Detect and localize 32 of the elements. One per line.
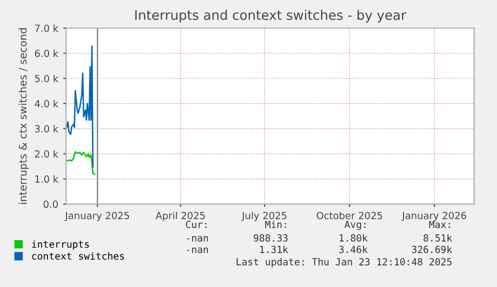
text: 326.69k bbox=[412, 246, 452, 254]
text: Avg: bbox=[344, 220, 366, 230]
y-tick-label: 5.0 k bbox=[35, 74, 58, 82]
text: Cur: bbox=[186, 220, 206, 228]
text: Min: bbox=[265, 220, 286, 228]
x-tick-label: July 2025 bbox=[241, 212, 286, 222]
y-tick-label: 6.0 k bbox=[34, 50, 58, 58]
text: 1.31k bbox=[260, 246, 288, 254]
legend-label: interrupts bbox=[32, 240, 89, 250]
x-tick-label: October 2025 bbox=[316, 212, 382, 220]
x-tick-label: January 2025 bbox=[64, 212, 129, 222]
y-tick-label: 1.0 k bbox=[35, 175, 58, 183]
text: 1.80k bbox=[340, 234, 368, 242]
x-tick-label: January 2026 bbox=[402, 212, 466, 222]
line-series bbox=[66, 151, 96, 175]
text: 3.46k bbox=[339, 246, 368, 254]
chart-title: Interrupts and context switches - by year bbox=[135, 10, 406, 23]
y-tick-label: 2.0 k bbox=[34, 150, 58, 158]
line-series bbox=[66, 46, 94, 168]
text: 8.51k bbox=[424, 234, 452, 242]
text: Max: bbox=[429, 220, 450, 228]
x-tick-label: April 2025 bbox=[156, 212, 205, 222]
text: Last update: Thu Jan 23 12:10:48 2025 bbox=[236, 258, 452, 268]
text: -nan bbox=[187, 236, 208, 242]
legend-label: context switches bbox=[32, 252, 124, 260]
y-tick-label: 7.0 k bbox=[35, 24, 58, 32]
y-tick-label: 0.0 bbox=[44, 200, 58, 208]
y-axis-title: interrupts & ctx switches / second bbox=[18, 28, 29, 204]
text: 988.33 bbox=[254, 234, 288, 242]
text: -nan bbox=[187, 248, 208, 254]
y-tick-label: 3.0 k bbox=[35, 124, 58, 132]
y-tick-label: 4.0 k bbox=[34, 100, 58, 108]
